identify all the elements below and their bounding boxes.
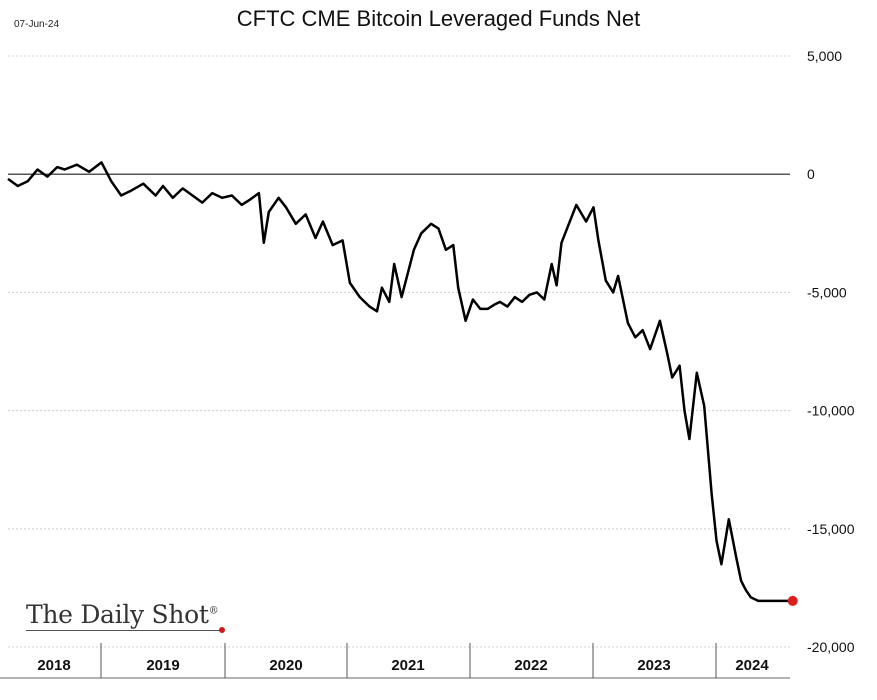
last-point-marker [787, 595, 798, 606]
logo-underline [26, 630, 222, 631]
y-tick-label: 0 [807, 166, 815, 182]
x-axis: 2018 2019 2020 2021 2022 2023 2024 [0, 643, 790, 679]
x-tick-label: 2018 [37, 657, 70, 674]
series-line [7, 161, 793, 603]
logo-red-dot [219, 627, 225, 633]
chart-title: CFTC CME Bitcoin Leveraged Funds Net [236, 6, 641, 31]
daily-shot-logo: The Daily Shot® [26, 600, 219, 629]
x-tick-label: 2021 [391, 657, 424, 674]
x-tick-label: 2019 [146, 657, 179, 674]
date-label: 07-Jun-24 [14, 19, 60, 30]
logo-mark: ® [208, 605, 219, 617]
x-tick-label: 2024 [735, 657, 769, 674]
y-tick-label: -20,000 [807, 639, 855, 655]
gridlines [8, 55, 790, 648]
y-tick-label: -15,000 [807, 521, 855, 537]
logo-text: The Daily Shot [26, 600, 209, 629]
y-tick-label: -5,000 [807, 284, 847, 300]
x-tick-label: 2023 [637, 657, 670, 674]
y-tick-label: -10,000 [807, 403, 855, 419]
y-tick-label: 5,000 [807, 48, 842, 64]
x-tick-label: 2020 [269, 657, 302, 674]
x-tick-label: 2022 [514, 657, 547, 674]
y-axis: 5,000 0 -5,000 -10,000 -15,000 -20,000 [807, 48, 855, 655]
series-layer [7, 161, 798, 606]
